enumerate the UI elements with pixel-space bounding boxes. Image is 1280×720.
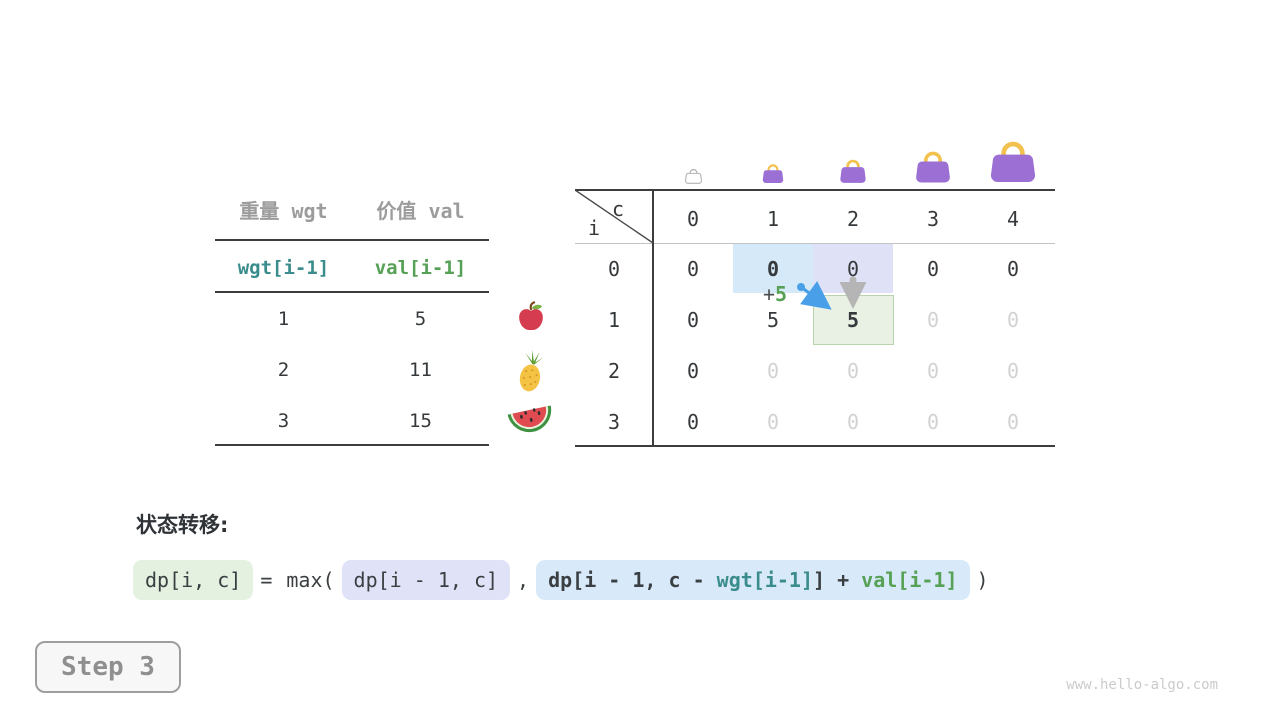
bag-xlarge-icon [990,141,1036,183]
dp-cell-3-0: 0 [686,410,700,434]
plus-sign: + [763,282,776,306]
formula-take-arg-chip: dp[i - 1, c - wgt[i-1]] + val[i-1] [536,560,970,600]
take-arg-part1: dp[i - 1, c - [548,568,717,592]
item2-value: 11 [409,359,432,381]
dp-cell-3-2: 0 [846,410,860,434]
item3-weight: 3 [277,410,290,432]
transition-gain-label: +5 [763,282,787,306]
items-table-var-row: wgt[i-1] val[i-1] [215,254,489,282]
dp-table-rule-header [575,243,1055,244]
formula-skip-arg-chip: dp[i - 1, c] [341,560,511,600]
watermark: www.hello-algo.com [1066,677,1218,693]
wgt-var-label: wgt[i-1] [237,257,330,279]
dp-col-header-0: 0 [686,207,700,231]
items-table-header: 重量 wgt 价值 val [215,196,489,226]
dp-cell-3-4: 0 [1006,410,1020,434]
dp-col-header-3: 3 [926,207,940,231]
step-badge-label: Step 3 [61,652,155,682]
dp-row-var-label: i [588,216,601,240]
items-table-rule-bottom [215,444,489,446]
items-table-rule-mid [215,291,489,293]
dp-cell-1-0: 0 [686,308,700,332]
dp-col-header-2: 2 [846,207,860,231]
state-transition-label: 状态转移: [136,513,229,537]
item2-weight: 2 [277,359,290,381]
formula-lhs-chip: dp[i, c] [133,560,254,600]
dp-cell-0-0: 0 [686,257,700,281]
items-table-row-3: 3 15 [215,407,489,435]
step-badge: Step 3 [35,641,181,693]
dp-cell-2-2: 0 [846,359,860,383]
take-arg-wgt: wgt[i-1] [716,568,813,592]
bag-small-icon [762,164,784,183]
dp-row-label-0: 0 [607,257,621,281]
bag-large-icon [916,151,950,183]
dp-cell-3-3: 0 [926,410,940,434]
dp-row-label-3: 3 [607,410,621,434]
dp-cell-0-2: 0 [846,257,860,281]
dp-table-rule-bottom [575,445,1055,447]
formula-comma: , [517,568,530,592]
dp-row-label-1: 1 [607,308,621,332]
dp-cell-0-4: 0 [1006,257,1020,281]
item1-value: 5 [414,308,427,330]
val-var-label: val[i-1] [374,257,467,279]
dp-row-label-2: 2 [607,359,621,383]
dp-cell-2-3: 0 [926,359,940,383]
dp-col-header-4: 4 [1006,207,1020,231]
dp-col-header-1: 1 [766,207,780,231]
dp-table-rule-vertical [652,189,654,447]
dp-cell-2-4: 0 [1006,359,1020,383]
gain-value: 5 [775,282,788,306]
skip-item-arrow-icon [839,276,867,309]
apple-icon [519,301,543,331]
dp-cell-1-2: 5 [846,308,860,332]
dp-cell-1-1: 5 [766,308,780,332]
item3-value: 15 [409,410,432,432]
take-arg-val: val[i-1] [861,568,958,592]
take-item-arrow-icon [797,281,832,310]
take-arg-part2: ] + [813,568,862,592]
dp-cell-0-1: 0 [766,257,780,281]
dp-cell-2-1: 0 [766,359,780,383]
dp-cell-1-4: 0 [1006,308,1020,332]
formula-max-open: max( [286,568,335,592]
transition-arrows [797,276,867,310]
dp-table-rule-top [575,189,1055,191]
pineapple-icon [519,349,544,392]
dp-cell-0-3: 0 [926,257,940,281]
items-table-row-2: 2 11 [215,356,489,384]
dp-col-var-label: c [612,197,625,221]
item1-weight: 1 [277,308,290,330]
items-table-rule-top [215,239,489,241]
items-table-header-weight: 重量 wgt [239,199,328,223]
bag-medium-icon [840,159,866,183]
state-transition-formula: dp[i, c] = max( dp[i - 1, c] , dp[i - 1,… [133,560,996,600]
formula-equals: = [260,568,273,592]
items-table-header-value: 价值 val [376,199,465,223]
dp-cell-2-0: 0 [686,359,700,383]
formula-close-paren: ) [976,568,989,592]
dp-cell-3-1: 0 [766,410,780,434]
dp-corner-diagonal [575,190,653,243]
dp-cell-1-3: 0 [926,308,940,332]
items-table-row-1: 1 5 [215,305,489,333]
bag-empty-icon [684,168,703,184]
watermelon-icon [507,405,552,433]
